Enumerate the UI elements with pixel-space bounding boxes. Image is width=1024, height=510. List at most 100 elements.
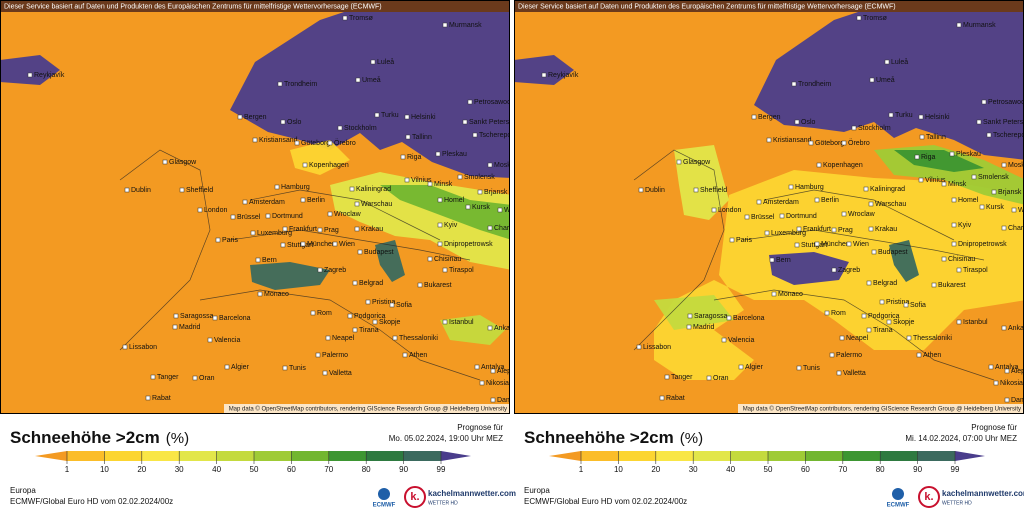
- city-label: Trondheim: [798, 81, 831, 88]
- city-label: Tanger: [157, 374, 179, 381]
- city-label: Helsinki: [411, 114, 436, 121]
- city-label: Valencia: [214, 337, 240, 344]
- border-line: [229, 229, 471, 261]
- city-label: Vilnius: [925, 177, 946, 184]
- colorbar-tick-label: 70: [324, 465, 333, 474]
- city-marker: [951, 197, 957, 203]
- city-label: Ankara: [1008, 325, 1024, 332]
- city-label: Kaliningrad: [870, 186, 905, 193]
- border-line: [743, 229, 985, 261]
- city-marker: [355, 77, 361, 83]
- city-label: Algier: [745, 364, 764, 371]
- city-marker: [435, 151, 441, 157]
- city-label: Stockholm: [344, 125, 377, 132]
- city-marker: [988, 364, 994, 370]
- colorbar-high: [441, 451, 471, 461]
- city-marker: [831, 227, 837, 233]
- city-marker: [242, 199, 248, 205]
- city-marker: [814, 197, 820, 203]
- city-label: Nikosia: [486, 380, 509, 387]
- city-label: Ankara: [494, 325, 516, 332]
- city-label: Berlin: [821, 197, 839, 204]
- city-marker: [779, 213, 785, 219]
- city-marker: [808, 140, 814, 146]
- city-label: Kaliningrad: [356, 186, 391, 193]
- city-marker: [352, 327, 358, 333]
- city-marker: [791, 81, 797, 87]
- city-marker: [349, 186, 355, 192]
- city-label: Aleppo: [1011, 368, 1024, 375]
- city-label: London: [204, 207, 227, 214]
- title: Schneehöhe >2cm: [10, 428, 160, 447]
- colorbar-tick-label: 99: [437, 465, 446, 474]
- city-label: Sofia: [396, 302, 412, 309]
- snow-area: [380, 185, 510, 240]
- city-label: Krakau: [875, 226, 897, 233]
- city-marker: [265, 213, 271, 219]
- city-label: Glasgow: [169, 159, 197, 166]
- colorbar-segment: [67, 451, 105, 461]
- snow-area: [440, 315, 505, 345]
- border-line: [633, 149, 725, 351]
- colorbar-tick-label: 20: [137, 465, 146, 474]
- city-marker: [357, 249, 363, 255]
- city-marker: [255, 257, 261, 263]
- city-marker: [991, 189, 997, 195]
- attribution: Map data © OpenStreetMap contributors, r…: [229, 406, 507, 413]
- city-marker: [1011, 207, 1017, 213]
- city-label: Palermo: [836, 352, 862, 359]
- city-marker: [941, 181, 947, 187]
- city-marker: [839, 335, 845, 341]
- city-marker: [392, 335, 398, 341]
- forecast-label: Prognose für: [971, 423, 1017, 432]
- city-marker: [197, 207, 203, 213]
- snow-area: [889, 240, 919, 282]
- city-marker: [659, 395, 665, 401]
- city-label: Prag: [838, 227, 853, 234]
- city-marker: [971, 174, 977, 180]
- city-label: Wroclaw: [334, 211, 362, 218]
- city-marker: [472, 132, 478, 138]
- city-label: Brüssel: [751, 214, 775, 221]
- city-label: Saragossa: [694, 313, 728, 320]
- city-marker: [794, 242, 800, 248]
- snow-area: [769, 252, 849, 285]
- city-label: Athen: [923, 352, 941, 359]
- colorbar-tick-label: 20: [651, 465, 660, 474]
- city-label: Homel: [958, 197, 979, 204]
- city-label: Tallinn: [412, 134, 432, 141]
- city-marker: [310, 310, 316, 316]
- city-label: Sankt Petersburg: [469, 119, 523, 126]
- colorbar-segment: [328, 451, 367, 461]
- city-marker: [1001, 162, 1007, 168]
- city-label: Pristina: [886, 299, 909, 306]
- city-label: Rabat: [666, 395, 685, 402]
- unit: (%): [166, 430, 189, 447]
- city-marker: [866, 327, 872, 333]
- city-label: Luleå: [891, 58, 908, 66]
- city-marker: [300, 197, 306, 203]
- city-label: Örebro: [848, 139, 870, 147]
- city-label: Neapel: [332, 335, 355, 342]
- city-marker: [327, 211, 333, 217]
- city-label: Pleskau: [956, 151, 981, 158]
- city-label: Neapel: [846, 335, 869, 342]
- city-marker: [841, 211, 847, 217]
- kachelmann-logo-icon: [404, 486, 426, 508]
- city-label: Chisinau: [434, 256, 461, 263]
- city-marker: [282, 365, 288, 371]
- kachelmann-logo-text: kachelmannwetter.com: [428, 489, 516, 498]
- city-marker: [729, 237, 735, 243]
- city-label: Umeå: [362, 76, 381, 84]
- attribution-bg: [738, 404, 1024, 414]
- city-marker: [1001, 225, 1007, 231]
- city-label: Belgrad: [873, 280, 897, 287]
- city-label: Antalya: [995, 364, 1018, 371]
- kachelmann-logo-icon: [918, 486, 940, 508]
- city-marker: [374, 112, 380, 118]
- header-bar: [514, 0, 1024, 12]
- city-marker: [871, 249, 877, 255]
- city-marker: [280, 242, 286, 248]
- city-marker: [956, 267, 962, 273]
